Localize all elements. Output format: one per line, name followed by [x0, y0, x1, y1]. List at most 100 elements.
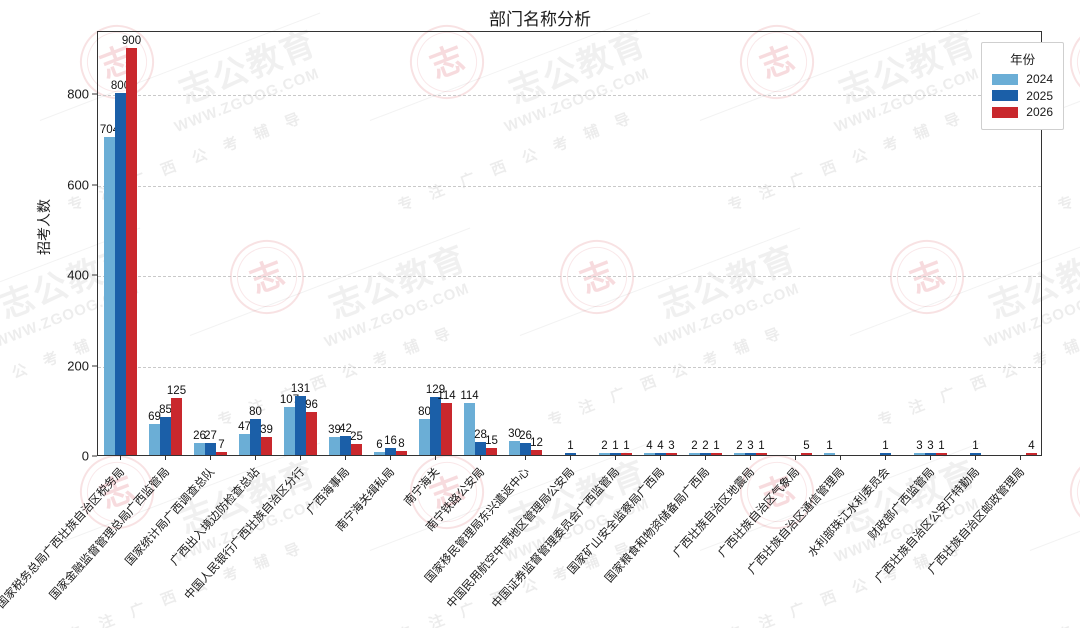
bar-group: 69 85 125 — [148, 30, 186, 455]
bar-2026: 25 — [350, 431, 363, 455]
bar-2026: 96 — [305, 399, 318, 455]
x-tick-mark — [255, 455, 256, 460]
legend: 年份 2024 2025 2026 — [981, 42, 1064, 130]
bar-2025: 26 — [519, 430, 532, 455]
bar-2026: 5 — [801, 440, 812, 455]
bar-value-label: 4 — [657, 439, 664, 452]
bar-group: 30 26 12 — [508, 30, 543, 455]
bar-2025: 131 — [291, 383, 310, 455]
x-tick-mark — [390, 455, 391, 460]
bar-2026: 114 — [437, 390, 456, 455]
x-tick-mark — [660, 455, 661, 460]
x-tick-mark — [975, 455, 976, 460]
x-tick-mark — [120, 455, 121, 460]
bar-2026: 15 — [485, 435, 498, 455]
bar-value-label: 704 — [99, 123, 120, 136]
bar-value-label: 8 — [398, 438, 405, 451]
bar-value-label: 16 — [384, 434, 397, 447]
x-tick-mark — [435, 455, 436, 460]
bar-group: 1 — [824, 30, 857, 455]
bar-2025: 2 — [700, 440, 711, 455]
bar-value-label: 1 — [882, 439, 889, 452]
bar-value-label: 30 — [508, 428, 521, 441]
plot-area: 704 800 900 69 85 125 26 27 7 47 80 39 107 131 96 39 42 2… — [97, 30, 1042, 460]
bar-2024: 1 — [824, 440, 835, 455]
legend-label: 2025 — [1026, 88, 1053, 103]
bar-2024: 704 — [100, 124, 119, 455]
bar-value-label: 1 — [938, 439, 945, 452]
bar-value-label: 3 — [747, 439, 754, 452]
x-tick-mark — [210, 455, 211, 460]
legend-item: 2026 — [992, 105, 1053, 119]
legend-swatch — [992, 90, 1019, 101]
bar-value-label: 1 — [612, 439, 619, 452]
bar-2025: 27 — [204, 430, 217, 455]
bar-2025: 1 — [970, 440, 981, 455]
bar-2026: 900 — [122, 35, 141, 455]
bar-group: 4 — [1004, 30, 1037, 455]
bar-2024: 47 — [238, 421, 251, 455]
bar-2024: 2 — [689, 440, 700, 455]
gridline — [98, 366, 1041, 368]
bar-value-label: 39 — [260, 424, 273, 437]
bar-value-label: 96 — [305, 398, 318, 411]
bar-2025: 42 — [339, 423, 352, 455]
bar-2025: 80 — [249, 406, 262, 455]
bar-group: 39 42 25 — [328, 30, 363, 455]
bar-2026: 7 — [216, 439, 227, 455]
bar-2026: 8 — [396, 438, 407, 455]
bar-2024: 80 — [418, 406, 431, 455]
bar-value-label: 1 — [758, 439, 765, 452]
bar-2024: 2 — [734, 440, 745, 455]
bar-value-label: 1 — [567, 439, 574, 452]
y-tick-label: 0 — [81, 448, 89, 464]
bar-value-label: 12 — [530, 436, 543, 449]
bar-group: 5 — [779, 30, 812, 455]
bar-2025: 85 — [159, 404, 172, 455]
bar-2024: 26 — [193, 430, 206, 455]
bar-value-label: 800 — [110, 80, 131, 93]
bar-value-label: 107 — [279, 393, 300, 406]
x-tick-mark — [165, 455, 166, 460]
bar-2026: 4 — [1026, 440, 1037, 455]
bar-2025: 28 — [474, 429, 487, 455]
gridline — [98, 95, 1041, 97]
y-tick-label: 800 — [67, 86, 89, 102]
y-tick-label: 400 — [67, 267, 89, 283]
bar-2026: 125 — [167, 385, 186, 455]
x-tick-mark — [300, 455, 301, 460]
bar-value-label: 39 — [328, 424, 341, 437]
bar-value-label: 69 — [148, 410, 161, 423]
x-tick-mark — [885, 455, 886, 460]
bar-2025: 3 — [745, 440, 756, 455]
bar-value-label: 3 — [927, 439, 934, 452]
bar-value-label: 15 — [485, 435, 498, 448]
bar-value-label: 1 — [972, 439, 979, 452]
bar-value-label: 114 — [437, 390, 456, 403]
bar-2025: 3 — [925, 440, 936, 455]
bar-value-label: 2 — [691, 439, 698, 452]
legend-item: 2024 — [992, 72, 1053, 86]
bar-value-label: 85 — [159, 403, 172, 416]
legend-label: 2024 — [1026, 72, 1053, 86]
bar-2025: 1 — [610, 440, 621, 455]
bar-2025: 800 — [111, 80, 130, 455]
bar-value-label: 2 — [736, 439, 743, 452]
bar-2024: 107 — [280, 394, 299, 455]
bar-group: 1 — [959, 30, 992, 455]
x-tick-mark — [840, 455, 841, 460]
bar-value-label: 131 — [290, 382, 311, 395]
bar-value-label: 42 — [339, 423, 352, 436]
bar-value-label: 114 — [460, 390, 479, 403]
x-tick-mark — [705, 455, 706, 460]
bar-group: 107 131 96 — [280, 30, 318, 455]
bar-2026: 1 — [711, 440, 722, 455]
bar-2026: 1 — [936, 440, 947, 455]
legend-swatch — [992, 106, 1019, 118]
bar-value-label: 1 — [623, 439, 630, 452]
bar-2026: 12 — [530, 437, 543, 455]
